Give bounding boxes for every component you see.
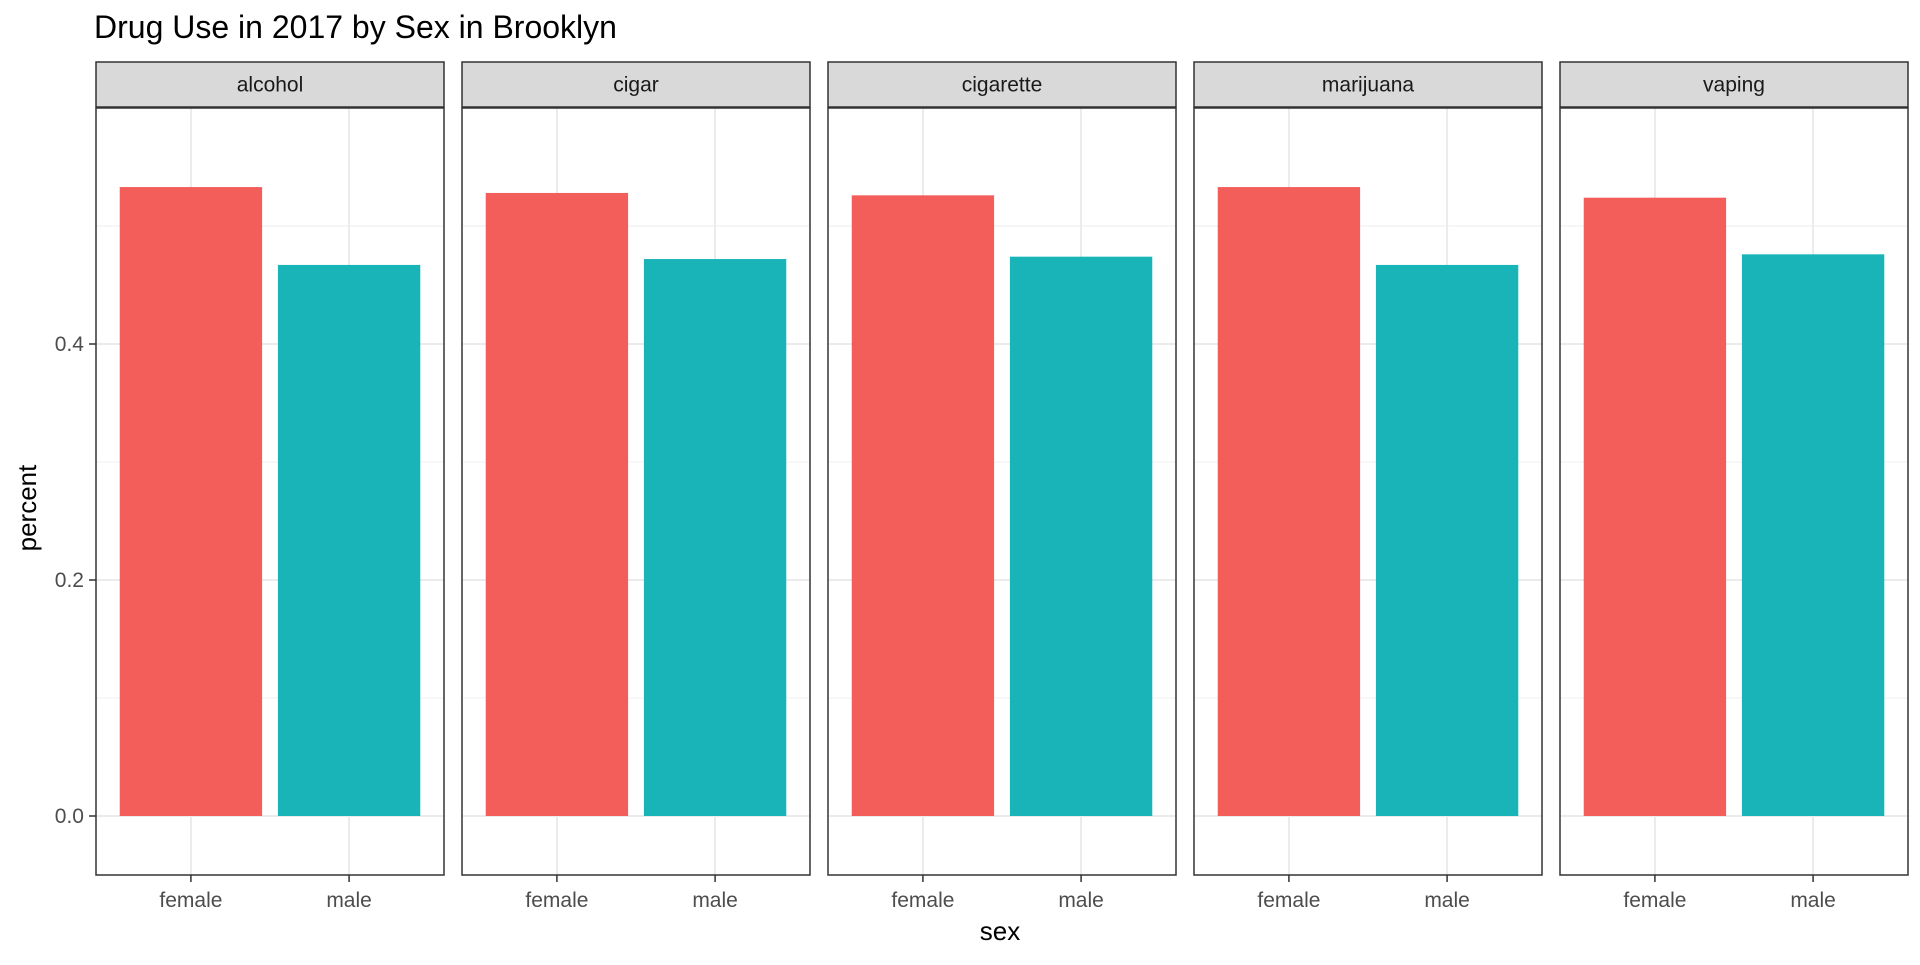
x-axis-title: sex xyxy=(980,916,1020,946)
y-tick-label: 0.4 xyxy=(55,333,85,356)
x-tick-label: male xyxy=(1058,889,1104,912)
panel-border xyxy=(1559,107,1909,876)
bar-vaping-female xyxy=(1583,197,1727,816)
bar-alcohol-male xyxy=(277,264,421,816)
y-axis-title: percent xyxy=(12,464,42,551)
facet-panel-cigar: cigar female male xyxy=(461,61,811,912)
x-tick-label: female xyxy=(525,889,588,912)
facet-strip xyxy=(1193,61,1543,108)
bar-cigar-female xyxy=(485,192,629,816)
bar-alcohol-female xyxy=(119,187,263,816)
x-tick-label: female xyxy=(159,889,222,912)
panel-border xyxy=(95,107,445,876)
facet-strip-label: marijuana xyxy=(1322,74,1415,97)
bar-cigarette-male xyxy=(1009,256,1153,816)
facet-strip xyxy=(827,61,1177,108)
panel-border xyxy=(827,107,1177,876)
facet-panel-alcohol: alcohol female male xyxy=(95,61,445,912)
x-tick-label: male xyxy=(1790,889,1836,912)
facet-strip xyxy=(95,61,445,108)
x-tick-label: male xyxy=(1424,889,1470,912)
facet-panel-marijuana: marijuana female male xyxy=(1193,61,1543,912)
facet-panel-vaping: vaping female male xyxy=(1559,61,1909,912)
x-tick-label: male xyxy=(692,889,738,912)
facet-strip xyxy=(1559,61,1909,108)
x-tick-label: female xyxy=(891,889,954,912)
facet-strip-label: cigarette xyxy=(962,74,1043,97)
facet-panel-cigarette: cigarette female male xyxy=(827,61,1177,912)
x-tick-label: female xyxy=(1257,889,1320,912)
facet-strip-label: alcohol xyxy=(237,74,304,97)
facet-strip-label: cigar xyxy=(613,74,659,97)
bar-cigar-male xyxy=(643,259,787,816)
y-tick-label: 0.0 xyxy=(55,805,84,828)
chart-title: Drug Use in 2017 by Sex in Brooklyn xyxy=(94,9,617,45)
x-tick-label: female xyxy=(1623,889,1686,912)
bar-vaping-male xyxy=(1741,254,1885,816)
bar-marijuana-male xyxy=(1375,264,1519,816)
facet-strip-label: vaping xyxy=(1703,74,1765,97)
facet-strip xyxy=(461,61,811,108)
panel-border xyxy=(1193,107,1543,876)
bar-marijuana-female xyxy=(1217,187,1361,816)
bar-cigarette-female xyxy=(851,195,995,816)
y-tick-label: 0.2 xyxy=(55,569,84,592)
x-tick-label: male xyxy=(326,889,372,912)
panel-border xyxy=(461,107,811,876)
